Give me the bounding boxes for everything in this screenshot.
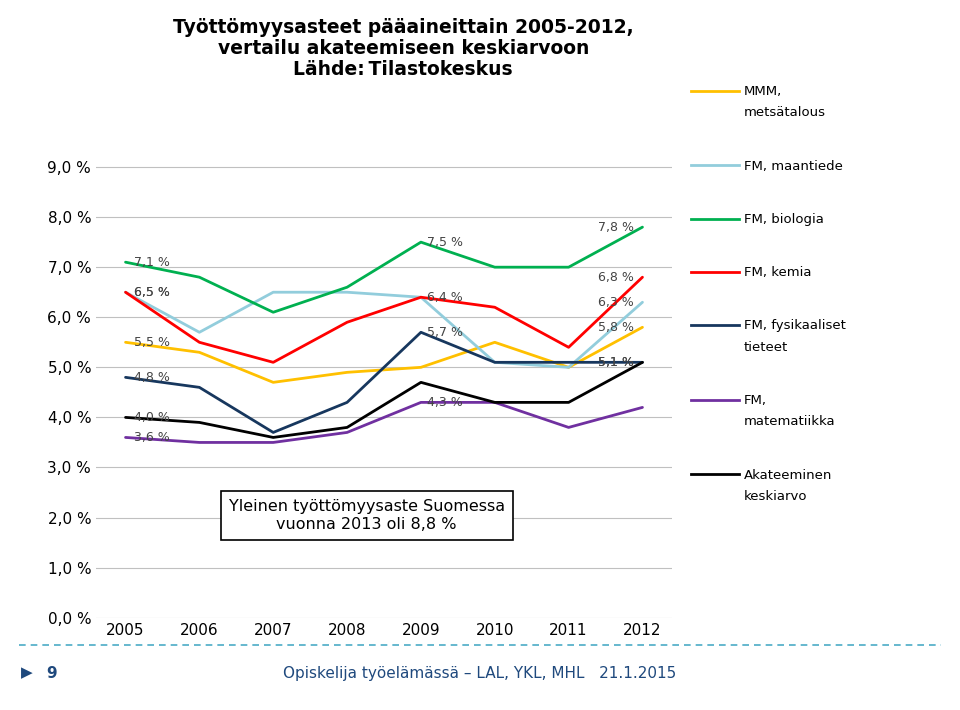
Text: vertailu akateemiseen keskiarvoon: vertailu akateemiseen keskiarvoon [218,39,588,58]
Text: 5,1 %: 5,1 % [598,356,634,368]
Text: Työttömyysasteet pääaineittain 2005-2012,: Työttömyysasteet pääaineittain 2005-2012… [173,18,634,37]
Text: FM, kemia: FM, kemia [744,266,811,279]
Text: 5,5 %: 5,5 % [134,336,171,349]
Text: 7,8 %: 7,8 % [597,221,634,234]
Text: Akateeminen: Akateeminen [744,469,832,481]
Text: tieteet: tieteet [744,341,788,354]
Text: keskiarvo: keskiarvo [744,490,807,503]
Text: 6,5 %: 6,5 % [134,285,170,299]
Text: ▶: ▶ [21,665,33,681]
Text: 4,3 %: 4,3 % [427,396,463,409]
Text: FM,: FM, [744,394,767,407]
Text: Opiskelija työelämässä – LAL, YKL, MHL   21.1.2015: Opiskelija työelämässä – LAL, YKL, MHL 2… [283,665,677,681]
Text: 6,8 %: 6,8 % [598,271,634,284]
Text: FM, maantiede: FM, maantiede [744,160,843,173]
Text: matematiikka: matematiikka [744,415,835,428]
Text: 4,8 %: 4,8 % [134,371,170,384]
Text: 3,6 %: 3,6 % [134,431,170,444]
Text: metsätalous: metsätalous [744,106,826,119]
Text: MMM,: MMM, [744,85,782,98]
Text: 4,0 %: 4,0 % [134,411,170,424]
Text: FM, biologia: FM, biologia [744,213,824,226]
Text: FM, fysikaaliset: FM, fysikaaliset [744,320,846,332]
Text: Lähde: Tilastokeskus: Lähde: Tilastokeskus [294,60,513,80]
Text: 5,7 %: 5,7 % [427,326,463,339]
Text: 7,1 %: 7,1 % [134,256,170,268]
Text: 5,8 %: 5,8 % [597,321,634,334]
Text: 6,4 %: 6,4 % [427,290,463,304]
Text: 9: 9 [46,665,57,681]
Text: 6,3 %: 6,3 % [598,296,634,309]
Text: 6,5 %: 6,5 % [134,285,170,299]
Text: 5,1 %: 5,1 % [598,356,634,368]
Text: Yleinen työttömyysaste Suomessa
vuonna 2013 oli 8,8 %: Yleinen työttömyysaste Suomessa vuonna 2… [228,499,505,532]
Text: 7,5 %: 7,5 % [427,236,463,248]
